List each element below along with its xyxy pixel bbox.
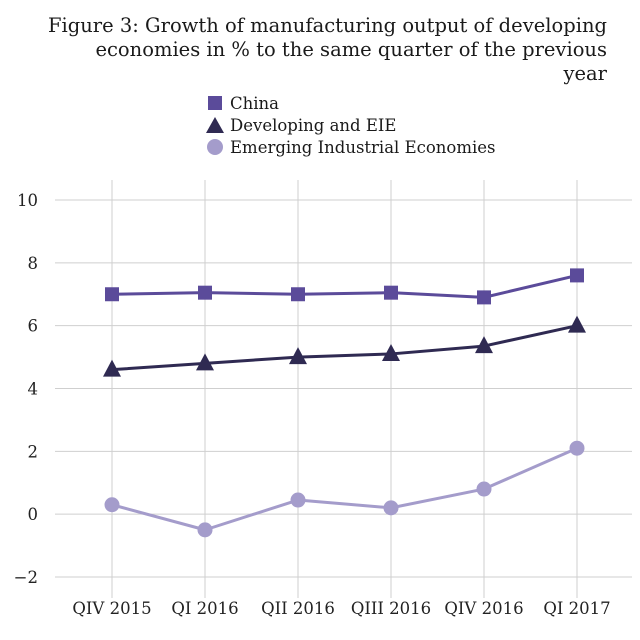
- x-tick-label: QI 2016: [171, 599, 238, 618]
- y-tick-label: 2: [28, 442, 39, 461]
- data-point-triangle: [196, 353, 214, 371]
- series-line: [111, 273, 578, 299]
- chart-legend: China Developing and EIE Emerging Indust…: [205, 92, 496, 158]
- legend-item-developing-eie: Developing and EIE: [205, 114, 496, 136]
- legend-label-china: China: [230, 93, 279, 113]
- x-tick-label: QIV 2016: [444, 599, 523, 618]
- y-tick-label: 10: [17, 191, 38, 210]
- chart-title-line-2: economies in % to the same quarter of th…: [95, 38, 607, 85]
- data-point-triangle: [103, 359, 121, 377]
- x-tick-label: QIII 2016: [351, 599, 431, 618]
- data-point-square: [105, 287, 119, 302]
- x-tick-label: QII 2016: [261, 599, 335, 618]
- data-point-circle: [104, 497, 120, 513]
- data-point-triangle: [289, 347, 307, 365]
- data-point-square: [477, 290, 491, 305]
- chart-title-line-1: Figure 3: Growth of manufacturing output…: [48, 14, 607, 37]
- data-point-square: [291, 287, 305, 302]
- data-point-square: [384, 285, 398, 300]
- y-tick-label: 8: [28, 254, 39, 273]
- chart-title: Figure 3: Growth of manufacturing output…: [47, 14, 607, 86]
- y-tick-label: 4: [28, 380, 39, 399]
- data-point-triangle: [568, 315, 586, 333]
- y-tick-label: 0: [28, 505, 39, 524]
- legend-item-china: China: [205, 92, 496, 114]
- y-tick-label: −2: [14, 568, 38, 587]
- series-line: [111, 324, 578, 372]
- x-tick-label: QIV 2015: [72, 599, 151, 618]
- legend-label-emerging-industrial: Emerging Industrial Economies: [230, 137, 496, 157]
- square-marker-icon: [208, 96, 222, 110]
- triangle-marker-icon: [206, 117, 224, 133]
- legend-item-emerging-industrial: Emerging Industrial Economies: [205, 136, 496, 158]
- circle-marker-icon: [207, 139, 223, 155]
- data-point-square: [570, 268, 584, 283]
- data-point-triangle: [382, 343, 400, 361]
- y-tick-label: 6: [28, 317, 39, 336]
- data-point-circle: [197, 522, 213, 538]
- series-line: [111, 446, 578, 532]
- x-tick-label: QI 2017: [543, 599, 610, 618]
- legend-label-developing-eie: Developing and EIE: [230, 115, 397, 135]
- data-point-triangle: [475, 336, 493, 354]
- data-point-square: [198, 285, 212, 300]
- data-point-circle: [383, 500, 399, 516]
- data-point-circle: [290, 492, 306, 508]
- data-point-circle: [476, 481, 492, 497]
- data-point-circle: [569, 440, 585, 456]
